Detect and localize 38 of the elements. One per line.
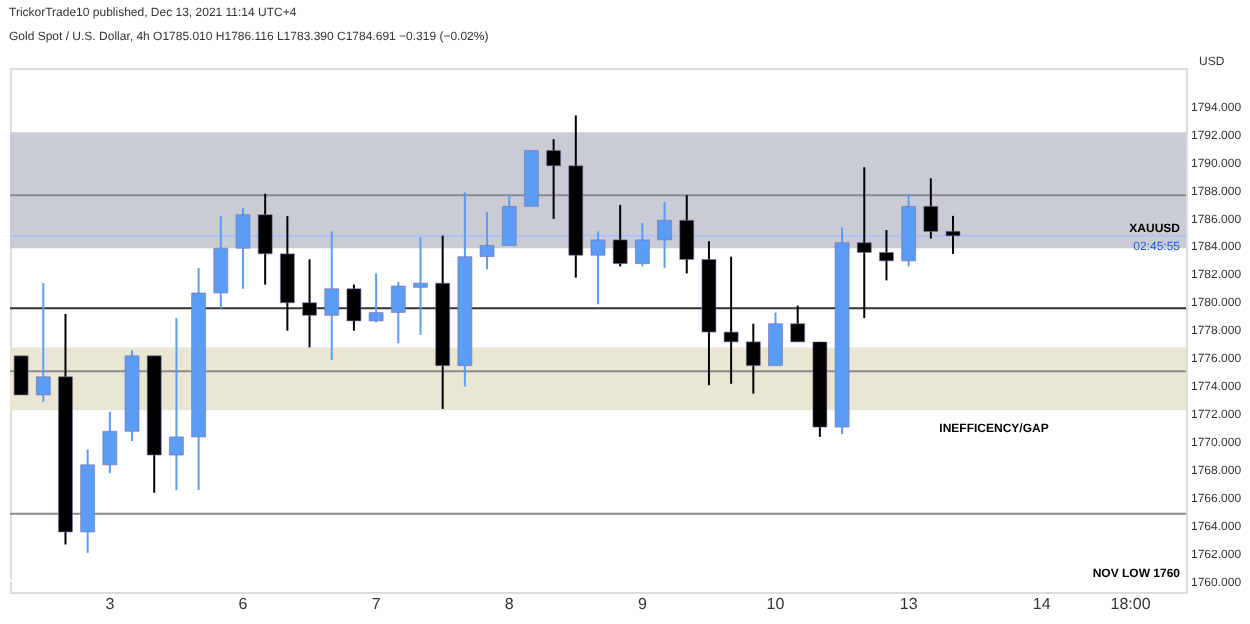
candlestick xyxy=(923,177,939,240)
x-tick-label: 10 xyxy=(766,595,786,613)
candlestick xyxy=(612,203,628,268)
candlestick xyxy=(346,283,362,332)
candlestick xyxy=(746,322,761,395)
x-tick-label: 7 xyxy=(371,595,382,613)
x-tick-label: 14 xyxy=(1032,595,1052,613)
candlestick xyxy=(368,272,384,324)
candlestick xyxy=(324,230,340,362)
candlestick xyxy=(501,194,517,247)
candlestick xyxy=(945,214,961,255)
candlestick xyxy=(590,230,606,306)
x-tick-label: 3 xyxy=(105,595,116,613)
candlestick xyxy=(723,255,739,385)
x-tick-label: 13 xyxy=(899,595,919,613)
candlestick xyxy=(546,138,561,220)
x-tick-label: 18:00 xyxy=(1110,595,1152,613)
candlestick xyxy=(679,194,695,275)
candlestick xyxy=(213,215,229,310)
candlestick xyxy=(479,210,495,271)
candlestick xyxy=(102,410,118,475)
candlestick xyxy=(235,206,251,290)
candlestick xyxy=(413,236,428,336)
x-tick-label: 6 xyxy=(238,595,249,613)
candlestick xyxy=(302,258,317,349)
candlestick xyxy=(657,201,672,269)
candlestick xyxy=(879,229,894,282)
candlestick xyxy=(391,280,406,345)
candlestick xyxy=(635,222,650,268)
candlestick xyxy=(856,166,872,320)
candlestick xyxy=(768,311,783,367)
candlestick xyxy=(169,317,184,491)
candlestick xyxy=(257,192,273,286)
candlestick xyxy=(35,282,51,403)
candlestick xyxy=(790,304,805,343)
candlestick xyxy=(13,354,29,396)
x-tick-label: 8 xyxy=(504,595,515,613)
x-tick-label: 9 xyxy=(637,595,648,613)
